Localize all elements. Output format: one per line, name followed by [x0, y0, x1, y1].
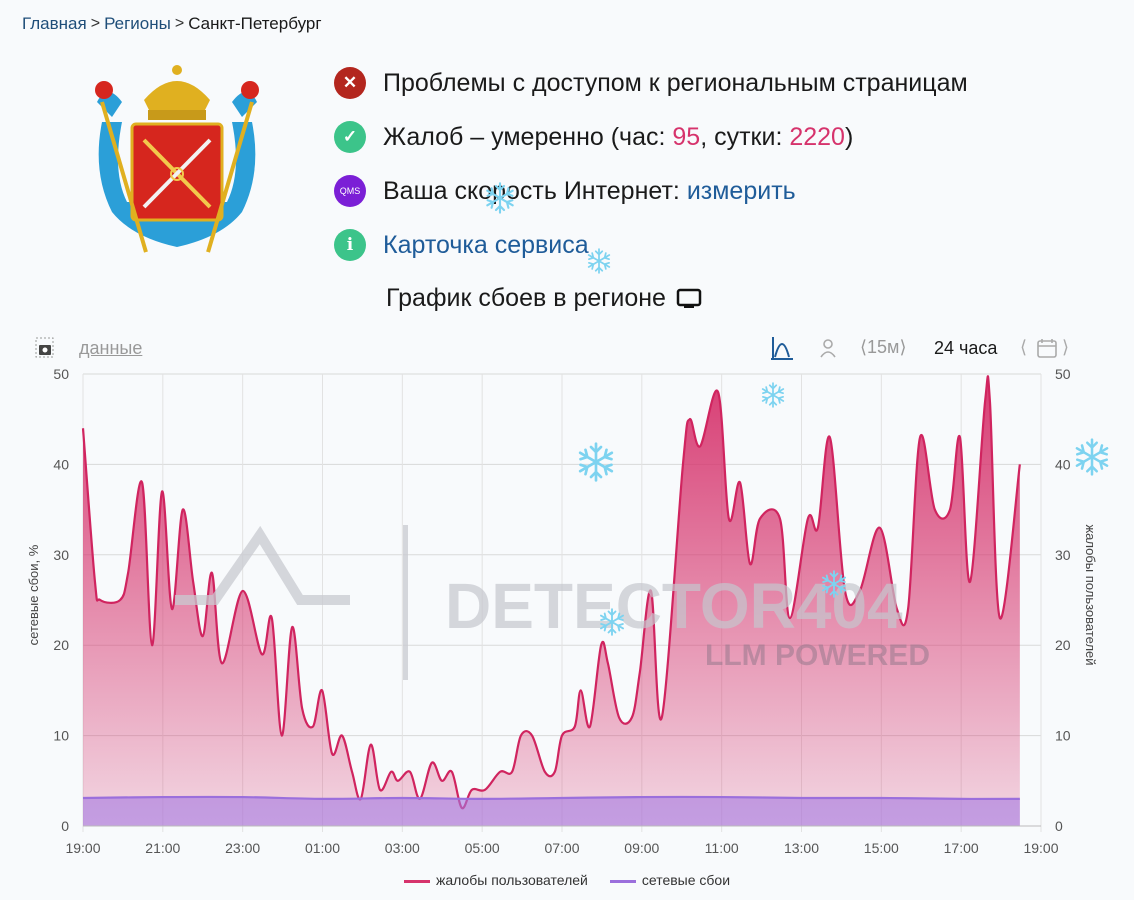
chevron-right-icon: >	[90, 15, 101, 32]
x-tick-label: 01:00	[305, 840, 340, 856]
x-tick-label: 21:00	[145, 840, 180, 856]
y-tick-right: 50	[1055, 366, 1071, 382]
chart-area-icon[interactable]	[769, 335, 795, 361]
y-tick-right: 30	[1055, 547, 1071, 563]
y-tick-right: 10	[1055, 728, 1071, 744]
chevron-right-icon: >	[174, 15, 185, 32]
watermark-title: DETECTOR404	[445, 570, 903, 642]
y-tick-left: 30	[53, 547, 69, 563]
status-access-text: Проблемы с доступом к региональным стран…	[383, 68, 968, 97]
graph-title-text: График сбоев в регионе	[386, 284, 666, 312]
legend-item-network[interactable]: сетевые сбои	[609, 872, 731, 888]
next-period-button[interactable]: ⟩	[1062, 337, 1070, 357]
y-tick-right: 20	[1055, 637, 1071, 653]
status-service-card: i Карточка сервиса	[334, 229, 589, 261]
chart-series	[81, 375, 1021, 826]
x-tick-label: 03:00	[385, 840, 420, 856]
complaints-day: 2220	[789, 122, 845, 151]
y-tick-right: 40	[1055, 456, 1071, 472]
legend-label: сетевые сбои	[641, 872, 731, 888]
x-tick-label: 19:00	[1023, 840, 1058, 856]
breadcrumb-current: Санкт-Петербург	[188, 14, 322, 33]
x-tick-label: 15:00	[864, 840, 899, 856]
complaints-suffix: )	[844, 122, 854, 151]
chart-toolbar: данные ⟨15м⟩ 24 часа ⟨ ⟩	[0, 334, 1134, 362]
y-tick-right: 0	[1055, 818, 1063, 834]
x-tick-label: 11:00	[705, 840, 739, 856]
monitor-icon[interactable]	[676, 288, 702, 310]
status-speed: QMS Ваша скорость Интернет: измерить	[334, 175, 796, 207]
user-icon[interactable]	[818, 337, 838, 359]
graph-title: График сбоев в регионе	[386, 284, 702, 313]
breadcrumb: Главная > Регионы > Санкт-Петербург	[22, 14, 322, 34]
series-line-network	[82, 795, 1020, 801]
breadcrumb-home[interactable]: Главная	[22, 14, 87, 33]
coat-of-arms-logo	[95, 65, 259, 253]
y-tick-left: 20	[53, 637, 69, 653]
status-complaints: ✓ Жалоб – умеренно (час: 95, сутки: 2220…	[334, 121, 853, 153]
breadcrumb-regions[interactable]: Регионы	[104, 14, 171, 33]
status-access: ✕ Проблемы с доступом к региональным стр…	[334, 67, 968, 99]
complaints-label: Жалоб – умеренно (час:	[383, 122, 673, 151]
x-tick-label: 09:00	[624, 840, 659, 856]
x-tick-label: 05:00	[465, 840, 500, 856]
x-tick-label: 19:00	[65, 840, 100, 856]
x-tick-label: 17:00	[944, 840, 979, 856]
y-tick-left: 10	[53, 728, 69, 744]
x-tick-label: 13:00	[784, 840, 819, 856]
prev-period-button[interactable]: ⟨	[1020, 337, 1028, 357]
complaints-hour: 95	[672, 122, 701, 151]
legend-swatch	[403, 879, 430, 883]
snowflake-icon	[586, 248, 612, 274]
camera-icon[interactable]	[35, 337, 55, 359]
qms-icon: QMS	[334, 175, 366, 207]
interval-selector[interactable]: ⟨15м⟩	[860, 337, 907, 357]
x-tick-label: 23:00	[225, 840, 260, 856]
y-axis-right-label: жалобы пользователей	[1083, 524, 1098, 665]
data-link[interactable]: данные	[79, 338, 143, 358]
outage-chart[interactable]: DETECTOR404 LLM POWERED 0 0 10 10 20 20 30 30 40…	[0, 360, 1134, 860]
chart-legend: жалобы пользователей сетевые сбои	[0, 872, 1134, 888]
speed-label: Ваша скорость Интернет:	[383, 176, 687, 205]
series-line-complaints	[81, 375, 1021, 810]
speed-test-link[interactable]: измерить	[686, 176, 796, 205]
legend-label: жалобы пользователей	[435, 872, 588, 888]
calendar-icon[interactable]	[1036, 337, 1058, 359]
y-tick-left: 0	[61, 818, 69, 834]
y-axis-left-label: сетевые сбои, %	[26, 544, 41, 645]
x-tick-label: 07:00	[544, 840, 579, 856]
watermark-subtitle: LLM POWERED	[705, 639, 930, 672]
check-icon: ✓	[334, 121, 366, 153]
chart-axes: 0 0 10 10 20 20 30 30 40 40 50 50 19:00 21:00 23:00 01:…	[53, 366, 1070, 856]
series-area-network	[83, 796, 1020, 826]
y-tick-left: 40	[53, 456, 69, 472]
period-value[interactable]: 24 часа	[934, 338, 998, 358]
legend-item-complaints[interactable]: жалобы пользователей	[403, 872, 588, 888]
error-icon: ✕	[334, 67, 366, 99]
interval-value: 15м	[867, 337, 900, 357]
legend-swatch	[609, 879, 636, 883]
service-card-link[interactable]: Карточка сервиса	[383, 230, 589, 259]
y-tick-left: 50	[53, 366, 69, 382]
complaints-mid: , сутки:	[700, 122, 790, 151]
info-icon: i	[334, 229, 366, 261]
